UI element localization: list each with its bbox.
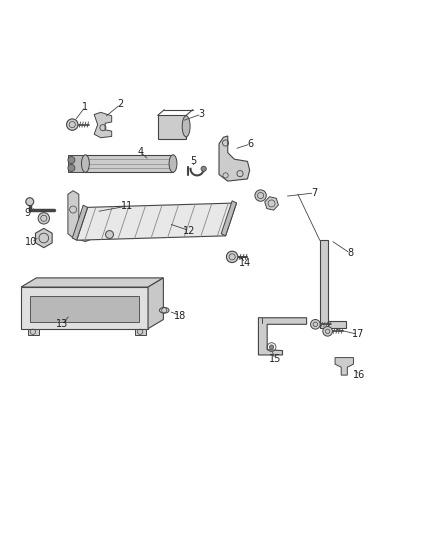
Text: 17: 17 <box>352 329 364 340</box>
Circle shape <box>67 119 78 130</box>
Polygon shape <box>219 136 250 181</box>
Text: 18: 18 <box>174 311 187 320</box>
Text: 1: 1 <box>82 102 88 111</box>
Text: 16: 16 <box>353 370 365 380</box>
Polygon shape <box>335 358 353 375</box>
Text: 2: 2 <box>117 100 124 109</box>
Bar <box>158 115 186 140</box>
Circle shape <box>226 251 238 263</box>
Text: 5: 5 <box>191 156 197 166</box>
Ellipse shape <box>182 116 190 137</box>
Polygon shape <box>320 240 346 328</box>
Text: 3: 3 <box>198 109 205 119</box>
Ellipse shape <box>169 155 177 172</box>
Text: 12: 12 <box>183 225 195 236</box>
Polygon shape <box>30 296 139 322</box>
Polygon shape <box>135 329 146 335</box>
Circle shape <box>311 319 320 329</box>
Ellipse shape <box>159 308 169 313</box>
Circle shape <box>269 345 274 349</box>
Circle shape <box>255 190 266 201</box>
Text: 4: 4 <box>137 147 143 157</box>
Circle shape <box>323 327 332 336</box>
Text: 10: 10 <box>25 237 38 247</box>
Text: 8: 8 <box>347 248 353 259</box>
Bar <box>85 155 173 172</box>
Text: 9: 9 <box>24 208 30 218</box>
Polygon shape <box>258 318 307 355</box>
Text: 7: 7 <box>311 188 318 198</box>
Bar <box>68 155 86 172</box>
Ellipse shape <box>81 155 89 172</box>
Polygon shape <box>72 205 88 240</box>
Polygon shape <box>21 287 148 329</box>
Text: 13: 13 <box>56 319 68 329</box>
Text: 11: 11 <box>121 201 133 211</box>
Text: 14: 14 <box>239 258 251 268</box>
Circle shape <box>68 157 75 164</box>
Polygon shape <box>28 329 39 335</box>
Circle shape <box>106 231 113 238</box>
Polygon shape <box>94 112 112 138</box>
Polygon shape <box>68 191 94 241</box>
Circle shape <box>38 213 49 224</box>
Text: 15: 15 <box>269 354 281 365</box>
Polygon shape <box>77 203 237 240</box>
Polygon shape <box>221 201 237 236</box>
Polygon shape <box>21 278 163 287</box>
Circle shape <box>26 198 34 206</box>
Text: 6: 6 <box>247 139 254 149</box>
Circle shape <box>201 166 206 172</box>
Polygon shape <box>148 278 163 329</box>
Circle shape <box>68 165 75 172</box>
